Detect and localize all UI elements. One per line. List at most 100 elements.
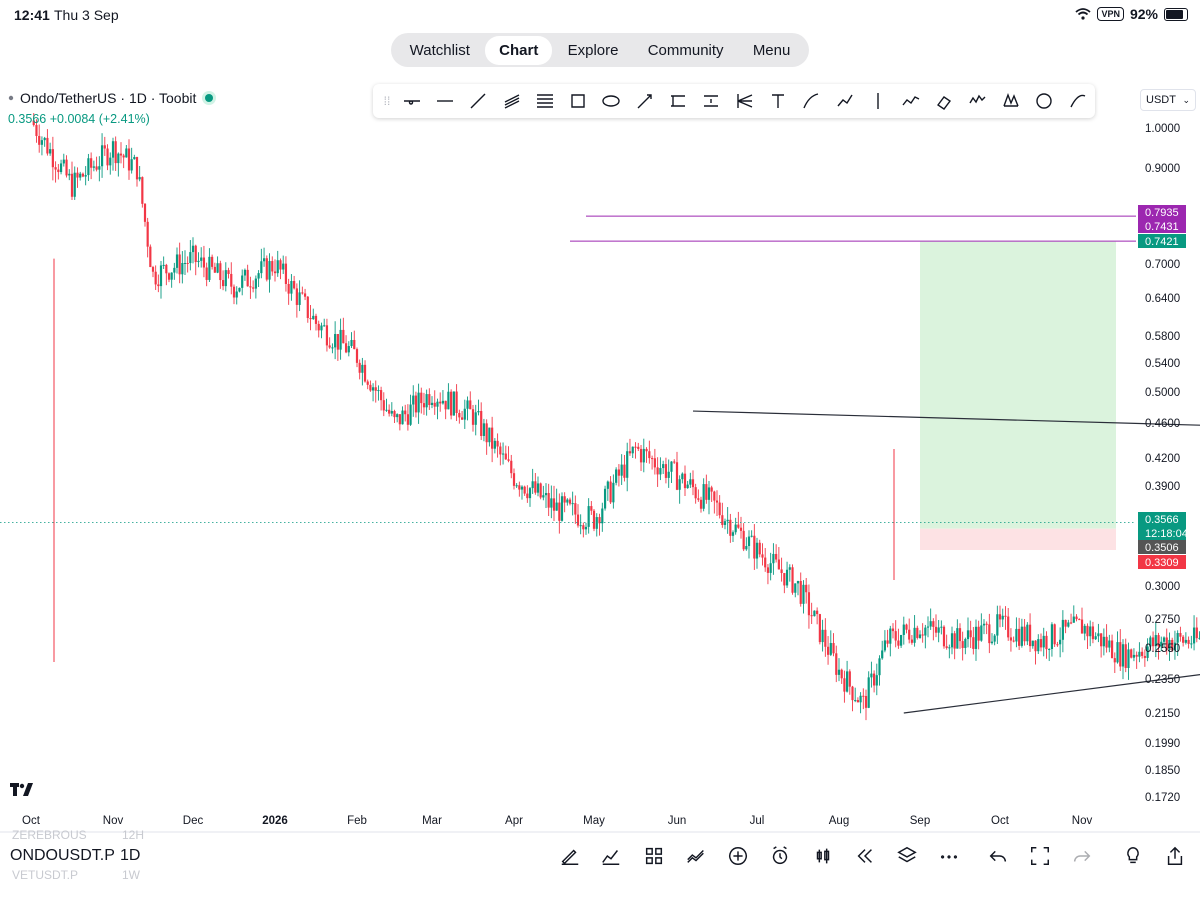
candle-body	[1157, 635, 1160, 647]
more-icon[interactable]	[935, 842, 963, 870]
status-right: VPN 92%	[1075, 6, 1188, 22]
tab-menu[interactable]: Menu	[752, 41, 791, 59]
brush-icon[interactable]	[795, 87, 828, 115]
candle-body	[675, 462, 679, 490]
idea-icon[interactable]	[1119, 842, 1147, 870]
xabcd-pattern-icon[interactable]	[994, 87, 1027, 115]
candle-body	[344, 343, 348, 353]
battery-percent: 92%	[1129, 6, 1158, 22]
rectangle-icon[interactable]	[561, 87, 594, 115]
x-tick-label: Dec	[183, 815, 204, 827]
candle-body	[862, 695, 865, 697]
tab-community[interactable]: Community	[647, 41, 724, 59]
y-tick-label: 0.7000	[1145, 259, 1180, 271]
candle-body	[794, 583, 797, 593]
trendline-lower[interactable]	[903, 541, 1200, 714]
candle-body	[1160, 641, 1163, 647]
forecast-icon[interactable]	[961, 87, 994, 115]
candle-body	[609, 481, 612, 503]
candle-body	[980, 625, 983, 641]
layout-grid-icon[interactable]	[640, 842, 668, 870]
candle-body	[576, 514, 580, 526]
y-tick-label: 0.5000	[1145, 387, 1180, 399]
pitchfork-icon[interactable]	[728, 87, 761, 115]
horizontal-ray-icon[interactable]	[395, 87, 428, 115]
circle-icon[interactable]	[1028, 87, 1061, 115]
layers-icon[interactable]	[893, 842, 921, 870]
curve-icon[interactable]	[1061, 87, 1094, 115]
candle-body	[450, 391, 453, 416]
candle-body	[1179, 633, 1182, 637]
candle-body	[1018, 628, 1021, 646]
candle-body	[396, 414, 399, 418]
ellipse-icon[interactable]	[595, 87, 628, 115]
compare-icon[interactable]	[682, 842, 710, 870]
indicators-icon[interactable]	[597, 842, 625, 870]
candle-body	[353, 339, 356, 350]
candle-body	[686, 484, 689, 489]
replay-icon[interactable]	[851, 842, 879, 870]
symbol-selector[interactable]: ONDOUSDT.P	[10, 847, 115, 864]
symbol-header[interactable]: Ondo/TetherUS · 1D · Toobit	[8, 90, 217, 106]
add-icon[interactable]	[724, 842, 752, 870]
candle-body	[1056, 644, 1059, 646]
candle-body	[988, 624, 991, 644]
candle-body	[290, 280, 293, 294]
candle-body	[1004, 615, 1007, 617]
long-position-icon[interactable]	[661, 87, 694, 115]
alert-icon[interactable]	[766, 842, 794, 870]
candle-body	[323, 325, 326, 327]
redo-icon[interactable]	[1068, 842, 1096, 870]
x-tick-label: 2026	[262, 815, 288, 827]
trendline-upper[interactable]	[692, 410, 1200, 453]
loss-zone[interactable]	[920, 528, 1116, 550]
horizontal-line-icon[interactable]	[428, 87, 461, 115]
short-position-icon[interactable]	[695, 87, 728, 115]
symbol-above[interactable]: ZEREBROUS	[12, 828, 87, 842]
candle-body	[433, 402, 436, 407]
path-icon[interactable]	[828, 87, 861, 115]
pencil-icon[interactable]	[556, 842, 584, 870]
candle-body	[542, 495, 545, 498]
candle-body	[420, 392, 423, 404]
timeframe-below[interactable]: 1W	[122, 868, 140, 882]
price-label: 0.7935	[1145, 207, 1179, 219]
fullscreen-icon[interactable]	[1026, 842, 1054, 870]
parallel-channel-icon[interactable]	[495, 87, 528, 115]
candle-body	[1105, 636, 1108, 648]
share-icon[interactable]	[1161, 842, 1189, 870]
candles-icon[interactable]	[809, 842, 837, 870]
timeframe-above[interactable]: 12H	[122, 828, 145, 842]
candle-body	[802, 584, 805, 604]
candle-body	[902, 624, 905, 635]
text-icon[interactable]	[761, 87, 794, 115]
eraser-icon[interactable]	[928, 87, 961, 115]
candle-body	[1121, 644, 1125, 667]
candle-body	[35, 125, 38, 136]
undo-icon[interactable]	[984, 842, 1012, 870]
candle-body	[1171, 639, 1174, 651]
candle-body	[702, 484, 705, 509]
candle-body	[1108, 640, 1111, 648]
profit-zone[interactable]	[920, 241, 1116, 529]
time-axis[interactable]: Oct Nov Dec 2026 Feb Mar Apr May Jun Jul Aug Sep Oct…	[0, 815, 1200, 833]
symbol-below[interactable]: VETUSDT.P	[12, 868, 79, 882]
vertical-line-icon[interactable]	[861, 87, 894, 115]
fib-retracement-icon[interactable]	[528, 87, 561, 115]
tab-chart[interactable]: Chart	[485, 35, 553, 65]
candle-body	[617, 469, 620, 476]
arrow-icon[interactable]	[628, 87, 661, 115]
polyline-icon[interactable]	[894, 87, 927, 115]
candle-body	[1135, 654, 1138, 657]
timeframe-selector[interactable]: 1D	[120, 847, 141, 864]
tab-watchlist[interactable]: Watchlist	[409, 41, 470, 59]
candle-body	[921, 634, 924, 636]
tab-explore[interactable]: Explore	[567, 41, 619, 59]
drag-handle-icon[interactable]: ⁞⁞	[383, 94, 391, 108]
candle-body	[95, 166, 98, 170]
candle-body	[355, 349, 359, 363]
trend-line-icon[interactable]	[462, 87, 495, 115]
currency-selector[interactable]: USDT ⌄	[1140, 89, 1196, 111]
price-axis[interactable]: 1.00000.90000.80000.70000.64000.58000.54…	[1138, 123, 1188, 804]
